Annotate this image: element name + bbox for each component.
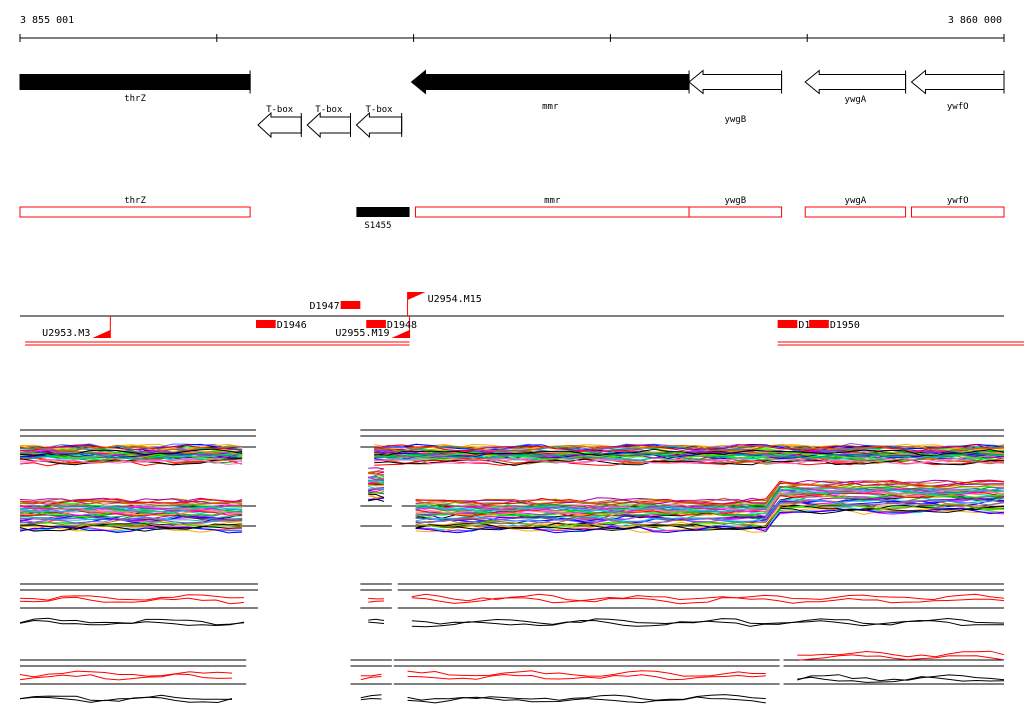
segment-label: S1455 [364, 221, 391, 231]
gene-label: ywgB [724, 115, 746, 125]
transcript-box [415, 207, 689, 217]
expression-series-line [361, 674, 382, 676]
gene-arrow-t-box [258, 113, 301, 137]
gene-arrow-mmr [412, 71, 690, 94]
feature-track: D1947 U2954.M15 U2953.M3 D1946 U2955.M19D194… [20, 292, 1024, 345]
transcript-label: ywfO [947, 196, 969, 206]
gene-arrow-t-box [307, 113, 350, 137]
expression-series-line [361, 695, 382, 698]
ruler-end-label: 3 860 000 [948, 15, 1002, 26]
gene-arrow-ywga [805, 71, 905, 94]
feature-label: D1946 [277, 320, 307, 331]
transcript-label: thrZ [124, 196, 146, 206]
expression-series-line [368, 619, 384, 620]
position-ruler [20, 34, 1004, 42]
expression-series-line [412, 594, 1004, 601]
feature-label: D1947 [310, 301, 340, 312]
gene-arrow-thrz [20, 75, 250, 90]
feature-box [341, 301, 361, 309]
expression-series-line [408, 671, 766, 677]
feature-box [366, 320, 386, 328]
gene-annotation-track: thrZ T-box T-box T-box mmr ywgB ywgA ywfO [20, 71, 1004, 138]
expression-series-line [20, 595, 244, 600]
feature-label: U2954.M15 [428, 294, 482, 305]
feature-flag [92, 330, 110, 338]
expression-track-2 [20, 468, 1004, 533]
ruler-start-label: 3 855 001 [20, 15, 74, 26]
feature-flag [392, 330, 410, 338]
feature-label: U2953.M3 [42, 328, 90, 339]
expression-track-1 [20, 430, 1004, 466]
segment-box [356, 207, 409, 217]
expression-series-line [368, 468, 384, 469]
feature-label: D1950 [830, 320, 860, 331]
expression-tracks [20, 430, 1004, 703]
gene-label: thrZ [124, 94, 146, 104]
expression-series-line [368, 622, 384, 623]
feature-flag [408, 292, 426, 300]
feature-box [778, 320, 798, 328]
expression-series-line [368, 598, 384, 599]
gene-label: ywfO [947, 102, 969, 112]
gene-label: T-box [266, 105, 294, 115]
gene-label: ywgA [845, 95, 867, 105]
transcript-box [20, 207, 250, 217]
expression-series-line [368, 601, 384, 602]
gene-label: mmr [542, 102, 559, 112]
transcript-label: ywgA [845, 196, 867, 206]
transcript-label: mmr [544, 196, 561, 206]
gene-arrow-t-box [356, 113, 401, 137]
expression-track-3 [20, 584, 1004, 627]
transcript-box [911, 207, 1004, 217]
feature-label: U2955.M19 [335, 328, 389, 339]
transcript-track: thrZ mmr ywgB ywgA ywfO S1455 [20, 196, 1004, 231]
transcript-label: ywgB [724, 196, 746, 206]
feature-box [809, 320, 829, 328]
gene-arrow-ywfo [911, 71, 1004, 94]
transcript-box [805, 207, 905, 217]
expression-series-line [361, 677, 382, 680]
feature-label: D1948 [387, 320, 417, 331]
transcript-box [689, 207, 782, 217]
expression-series-line [408, 695, 766, 701]
expression-track-4 [20, 651, 1004, 703]
gene-arrow-ywgb [689, 71, 782, 94]
gene-label: T-box [365, 105, 393, 115]
expression-series-line [20, 697, 232, 702]
expression-series-line [361, 699, 382, 700]
gene-label: T-box [315, 105, 343, 115]
feature-box [256, 320, 276, 328]
